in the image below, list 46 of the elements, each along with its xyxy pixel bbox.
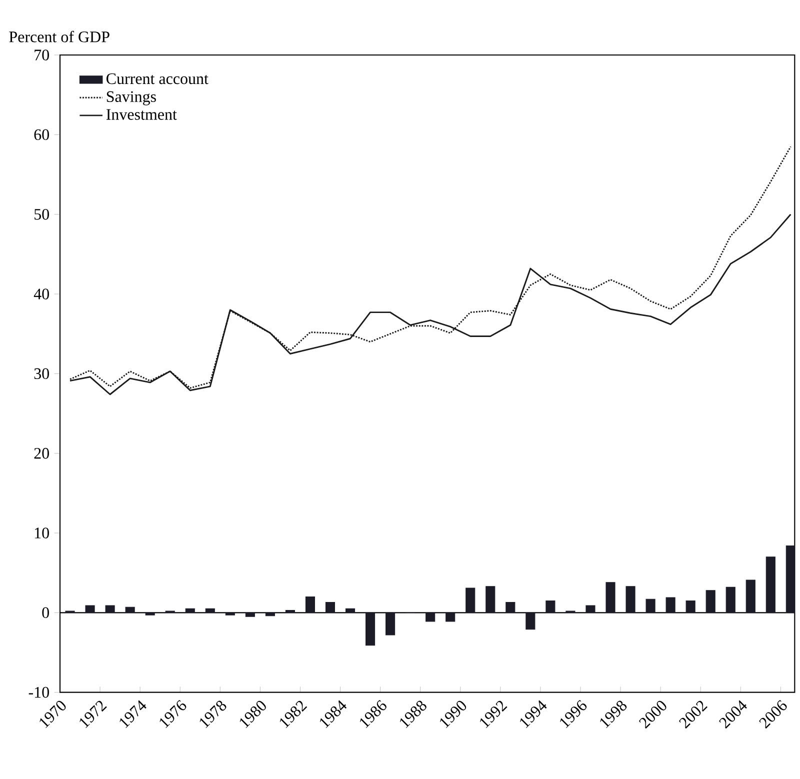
bar [706, 590, 716, 613]
bar [486, 586, 496, 613]
bar [466, 588, 476, 613]
bar [426, 612, 436, 622]
bar [305, 596, 315, 613]
bar [366, 612, 376, 646]
legend-label: Current account [106, 73, 208, 84]
bar [786, 545, 795, 613]
bar [746, 580, 756, 613]
bar [285, 610, 295, 613]
bar [666, 597, 676, 613]
bar [446, 612, 456, 622]
bar [185, 608, 195, 613]
bar [386, 612, 396, 636]
bar [145, 612, 155, 616]
bar [526, 612, 536, 630]
bar [225, 612, 235, 616]
bar [205, 608, 215, 613]
legend-label: Investment [106, 109, 177, 120]
y-tick-label: 70 [34, 50, 49, 60]
bar [506, 602, 516, 613]
bar [586, 605, 596, 613]
bar [85, 605, 95, 613]
y-tick-label: 50 [34, 208, 49, 220]
legend-label: Savings [106, 91, 156, 106]
y-tick-label: -10 [28, 686, 49, 698]
y-axis-title: Percent of GDP [9, 30, 110, 42]
y-tick-label: 20 [34, 448, 49, 459]
y-tick-label: 40 [34, 288, 49, 300]
y-tick-label: 60 [34, 129, 49, 140]
bar [546, 600, 556, 613]
bar [686, 600, 696, 613]
bar [265, 612, 275, 616]
bar [105, 605, 115, 613]
bar [606, 582, 616, 613]
bar [345, 608, 356, 613]
y-tick-label: 10 [35, 528, 49, 538]
bar [245, 612, 255, 617]
y-tick-label: 30 [34, 368, 49, 380]
bar [726, 586, 736, 613]
bar [626, 586, 636, 613]
bar [646, 598, 656, 613]
bar [325, 602, 336, 613]
bar [125, 606, 135, 613]
y-tick-label: 0 [42, 607, 49, 618]
bar [766, 556, 776, 613]
